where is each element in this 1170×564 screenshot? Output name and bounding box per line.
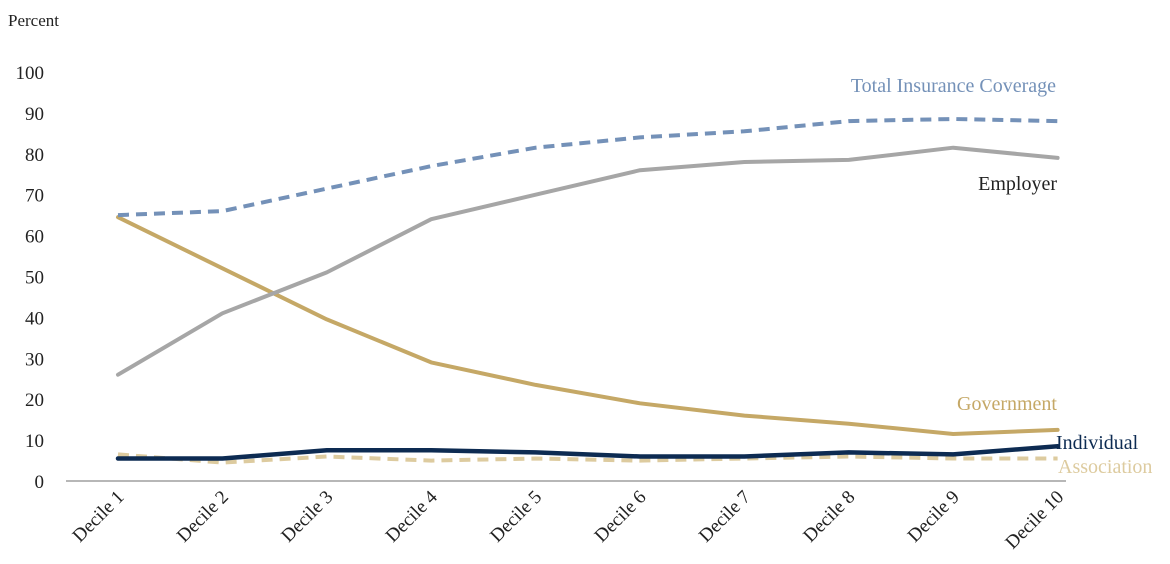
y-tick-label: 0: [35, 472, 45, 493]
series-line-individual: [115, 443, 1060, 461]
x-tick-label: Decile 8: [799, 487, 859, 547]
y-tick-label: 100: [16, 63, 45, 84]
series-line-government: [116, 215, 1060, 436]
x-tick-label: Decile 5: [486, 487, 546, 547]
y-tick-label: 70: [25, 186, 44, 207]
y-tick-label: 30: [25, 349, 44, 370]
y-tick-label: 20: [25, 390, 44, 411]
y-axis-ticks: 0 10 20 30 40 50 60 70 80 90 100: [16, 63, 45, 493]
y-tick-label: 90: [25, 104, 44, 125]
x-axis-ticks: Decile 1 Decile 2 Decile 3 Decile 4 Decile 5…: [69, 486, 1069, 553]
y-tick-label: 80: [25, 145, 44, 166]
series-label-government: Government: [957, 393, 1057, 415]
series-line-association: [117, 452, 1058, 465]
series-label-individual: Individual: [1056, 432, 1139, 454]
x-tick-label: Decile 10: [1001, 487, 1068, 554]
series-label-total-insurance-coverage: Total Insurance Coverage: [851, 75, 1056, 97]
x-tick-label: Decile 2: [173, 487, 233, 547]
series-label-association: Association: [1058, 456, 1152, 478]
series-labels: Total Insurance Coverage Employer Governme…: [851, 75, 1153, 478]
x-tick-label: Decile 9: [904, 487, 964, 547]
x-tick-label: Decile 1: [69, 487, 129, 547]
y-tick-label: 60: [25, 227, 44, 248]
y-axis-title: Percent: [8, 11, 59, 30]
y-tick-label: 50: [25, 268, 44, 289]
x-tick-label: Decile 7: [695, 487, 755, 547]
x-tick-label: Decile 6: [591, 487, 651, 547]
series-line-total-insurance-coverage: [117, 117, 1058, 218]
series-group: [115, 117, 1060, 465]
x-tick-label: Decile 3: [277, 487, 337, 547]
series-line-employer: [116, 145, 1060, 377]
y-tick-label: 40: [25, 308, 44, 329]
series-label-employer: Employer: [978, 173, 1057, 195]
x-tick-label: Decile 4: [382, 486, 442, 546]
y-tick-label: 10: [25, 431, 44, 452]
